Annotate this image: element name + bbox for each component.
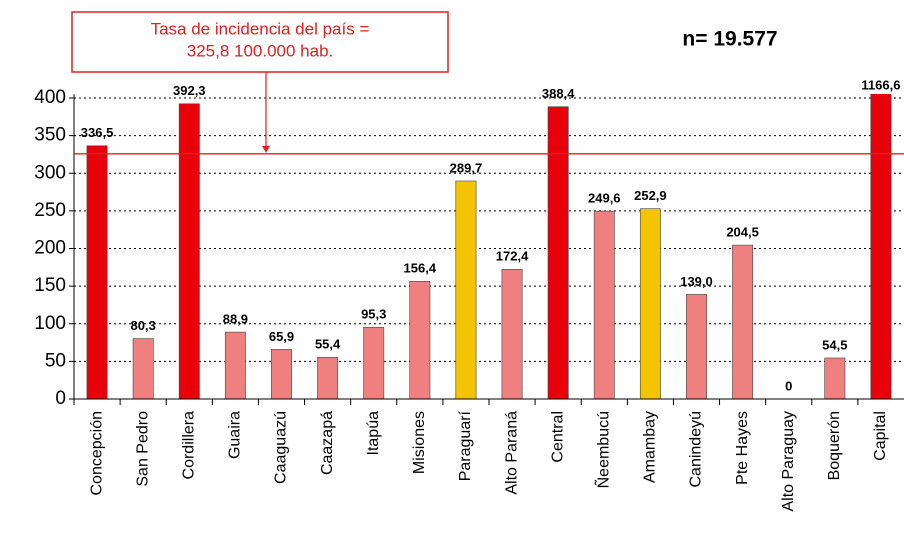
x-tick-label: Canindeyú (688, 411, 705, 488)
bar (824, 357, 846, 400)
x-tick-label: Paraguarí (457, 410, 474, 481)
value-label: 88,9 (223, 312, 248, 327)
bar (639, 208, 661, 400)
bar (224, 331, 246, 400)
bar (686, 294, 707, 400)
value-label: 289,7 (450, 160, 483, 175)
value-label: 54,5 (822, 337, 847, 352)
y-tick-label: 150 (34, 275, 66, 296)
y-tick-label: 200 (34, 238, 66, 259)
x-tick-label: Alto Paraná (503, 411, 520, 495)
x-tick-label: Concepción (88, 411, 105, 496)
annotation-arrowhead (262, 145, 270, 153)
x-tick-label: Amambay (642, 411, 659, 483)
value-label: 249,6 (588, 191, 621, 206)
x-tick-label: Misiones (411, 411, 428, 474)
x-tick-label: Pte Hayes (734, 411, 751, 485)
bar (317, 357, 339, 400)
x-tick-label: Itapúa (365, 411, 382, 456)
x-tick-label: Central (549, 411, 566, 463)
value-label: 388,4 (542, 86, 575, 101)
x-tick-label: Caazapá (319, 411, 336, 475)
annotation-text: Tasa de incidencia del país = (151, 19, 370, 38)
x-tick-label: Alto Paraguay (780, 411, 797, 512)
y-tick-label: 300 (34, 162, 66, 183)
x-tick-label: Guaira (227, 411, 244, 459)
y-tick-label: 100 (34, 313, 66, 334)
value-label: 65,9 (269, 329, 294, 344)
x-tick-label: Capital (872, 411, 889, 461)
bar (178, 103, 200, 400)
annotation-text: 325,8 100.000 hab. (187, 41, 334, 60)
x-tick-label: Cordillera (180, 411, 197, 480)
value-label: 252,9 (634, 188, 667, 203)
subtitle: n= 19.577 (682, 28, 777, 51)
value-label: 204,5 (726, 225, 759, 240)
bar (732, 244, 754, 400)
value-label: 172,4 (496, 249, 529, 264)
value-label: 336,5 (81, 125, 114, 140)
x-tick-label: Ñeembucú (592, 411, 612, 488)
x-tick-label: San Pedro (134, 411, 151, 487)
bar (86, 145, 108, 400)
plot-area (86, 94, 892, 400)
bar (409, 281, 431, 400)
y-tick-label: 350 (34, 125, 66, 146)
y-tick-label: 400 (34, 87, 66, 108)
value-label: 139,0 (680, 274, 713, 289)
value-label: 95,3 (361, 307, 386, 322)
y-tick-label: 250 (34, 200, 66, 221)
value-label: 0 (785, 378, 792, 393)
annotation-box (71, 11, 449, 73)
bar (547, 106, 569, 400)
bar (132, 338, 154, 400)
x-tick-label: Caaguazú (273, 411, 290, 484)
value-label: 80,3 (131, 318, 156, 333)
value-label: 156,4 (404, 261, 437, 276)
bar (363, 326, 385, 400)
value-label: 1166,6 (861, 78, 900, 93)
bar (455, 180, 477, 400)
value-label: 55,4 (315, 337, 341, 352)
value-label: 392,3 (173, 83, 206, 98)
bar (271, 349, 292, 400)
x-tick-label: Boquerón (826, 411, 843, 480)
bar (870, 94, 892, 400)
bar (593, 210, 615, 400)
bar (501, 268, 523, 400)
y-tick-label: 50 (45, 350, 66, 371)
y-tick-label: 0 (55, 388, 66, 409)
